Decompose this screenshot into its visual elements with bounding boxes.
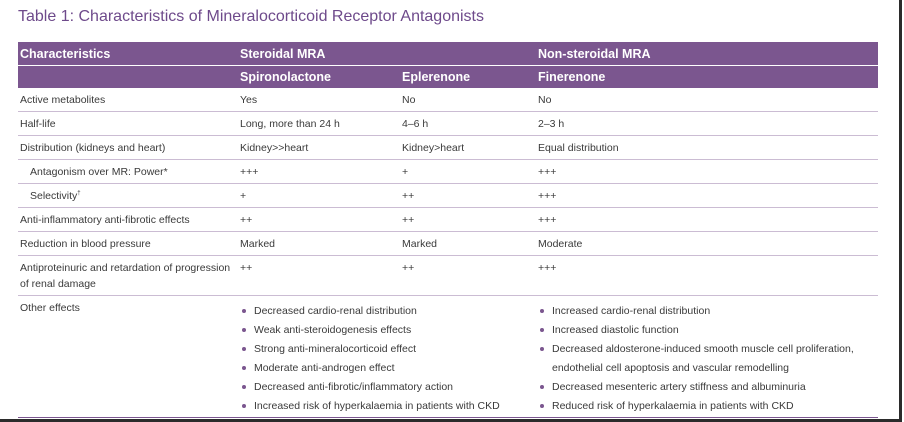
non-steroidal-effects-cell: Increased cardio-renal distribution Incr… bbox=[536, 296, 878, 417]
row-label: Anti-inflammatory anti-fibrotic effects bbox=[18, 207, 238, 232]
cell-spironolactone: + bbox=[238, 183, 400, 208]
non-steroidal-effects-list: Increased cardio-renal distribution Incr… bbox=[538, 302, 878, 416]
frame-border-bottom bbox=[0, 419, 902, 422]
table-bottom-rule bbox=[18, 417, 878, 418]
cell-finerenone: 2–3 h bbox=[536, 111, 878, 136]
row-label: Other effects bbox=[20, 302, 80, 314]
mra-characteristics-table: Characteristics Steroidal MRA Non-steroi… bbox=[18, 42, 878, 416]
cell-finerenone: Moderate bbox=[536, 231, 878, 256]
steroidal-effects-cell: Decreased cardio-renal distribution Weak… bbox=[238, 296, 536, 417]
cell-spironolactone: Long, more than 24 h bbox=[238, 111, 400, 136]
cell-finerenone: +++ bbox=[536, 183, 878, 208]
header-steroidal: Steroidal MRA bbox=[238, 42, 536, 66]
row-label: Antiproteinuric and retardation of progr… bbox=[18, 255, 238, 296]
cell-spironolactone: Kidney>>heart bbox=[238, 135, 400, 160]
steroidal-effects-list: Decreased cardio-renal distribution Weak… bbox=[240, 302, 536, 416]
table-row: Reduction in blood pressure Marked Marke… bbox=[18, 231, 878, 256]
table-row: Half-life Long, more than 24 h 4–6 h 2–3… bbox=[18, 111, 878, 136]
table-row: Distribution (kidneys and heart) Kidney>… bbox=[18, 135, 878, 160]
list-item: Reduced risk of hyperkalaemia in patient… bbox=[538, 397, 878, 416]
cell-spironolactone: Marked bbox=[238, 231, 400, 256]
cell-eplerenone: ++ bbox=[400, 207, 536, 232]
cell-finerenone: +++ bbox=[536, 255, 878, 296]
list-item: Weak anti-steroidogenesis effects bbox=[240, 321, 536, 340]
header-row-2: Spironolactone Eplerenone Finerenone bbox=[18, 65, 878, 88]
list-item: Increased diastolic function bbox=[538, 321, 878, 340]
table-title: Table 1: Characteristics of Mineralocort… bbox=[18, 8, 484, 25]
list-item: Increased risk of hyperkalaemia in patie… bbox=[240, 397, 536, 416]
table-row: Selectivity† + ++ +++ bbox=[18, 183, 878, 208]
header-finerenone: Finerenone bbox=[536, 65, 878, 88]
header-row-1: Characteristics Steroidal MRA Non-steroi… bbox=[18, 42, 878, 66]
header-spironolactone: Spironolactone bbox=[238, 65, 400, 88]
row-label: Antagonism over MR: Power* bbox=[18, 159, 238, 184]
row-label-selectivity: Selectivity† bbox=[18, 183, 238, 208]
cell-spironolactone: ++ bbox=[238, 255, 400, 296]
cell-spironolactone: +++ bbox=[238, 159, 400, 184]
row-label: Distribution (kidneys and heart) bbox=[18, 135, 238, 160]
table-row: Active metabolites Yes No No bbox=[18, 88, 878, 112]
cell-eplerenone: 4–6 h bbox=[400, 111, 536, 136]
row-label: Half-life bbox=[18, 111, 238, 136]
table-row: Anti-inflammatory anti-fibrotic effects … bbox=[18, 207, 878, 232]
cell-spironolactone: Yes bbox=[238, 88, 400, 112]
header-characteristics: Characteristics bbox=[18, 42, 238, 66]
table-row: Antiproteinuric and retardation of progr… bbox=[18, 255, 878, 296]
cell-eplerenone: ++ bbox=[400, 255, 536, 296]
row-label: Active metabolites bbox=[18, 88, 238, 112]
cell-finerenone: No bbox=[536, 88, 878, 112]
list-item: Decreased mesenteric artery stiffness an… bbox=[538, 378, 878, 397]
list-item: Moderate anti-androgen effect bbox=[240, 359, 536, 378]
list-item: Decreased aldosterone-induced smooth mus… bbox=[538, 340, 878, 378]
list-item: Increased cardio-renal distribution bbox=[538, 302, 878, 321]
cell-spironolactone: ++ bbox=[238, 207, 400, 232]
cell-finerenone: +++ bbox=[536, 159, 878, 184]
row-label: Selectivity bbox=[30, 189, 78, 202]
other-effects-row: Other effects Decreased cardio-renal dis… bbox=[18, 296, 878, 417]
cell-eplerenone: ++ bbox=[400, 183, 536, 208]
list-item: Decreased anti-fibrotic/inflammatory act… bbox=[240, 378, 536, 397]
list-item: Strong anti-mineralocorticoid effect bbox=[240, 340, 536, 359]
row-label: Reduction in blood pressure bbox=[18, 231, 238, 256]
cell-eplerenone: Marked bbox=[400, 231, 536, 256]
header-empty bbox=[18, 65, 238, 88]
list-item: Decreased cardio-renal distribution bbox=[240, 302, 536, 321]
cell-eplerenone: No bbox=[400, 88, 536, 112]
header-non-steroidal: Non-steroidal MRA bbox=[536, 42, 878, 66]
table-row: Antagonism over MR: Power* +++ + +++ bbox=[18, 159, 878, 184]
cell-eplerenone: Kidney>heart bbox=[400, 135, 536, 160]
cell-finerenone: Equal distribution bbox=[536, 135, 878, 160]
frame-border-right bbox=[899, 0, 902, 422]
header-eplerenone: Eplerenone bbox=[400, 65, 536, 88]
dagger-footnote-mark: † bbox=[77, 190, 81, 196]
cell-finerenone: +++ bbox=[536, 207, 878, 232]
cell-eplerenone: + bbox=[400, 159, 536, 184]
